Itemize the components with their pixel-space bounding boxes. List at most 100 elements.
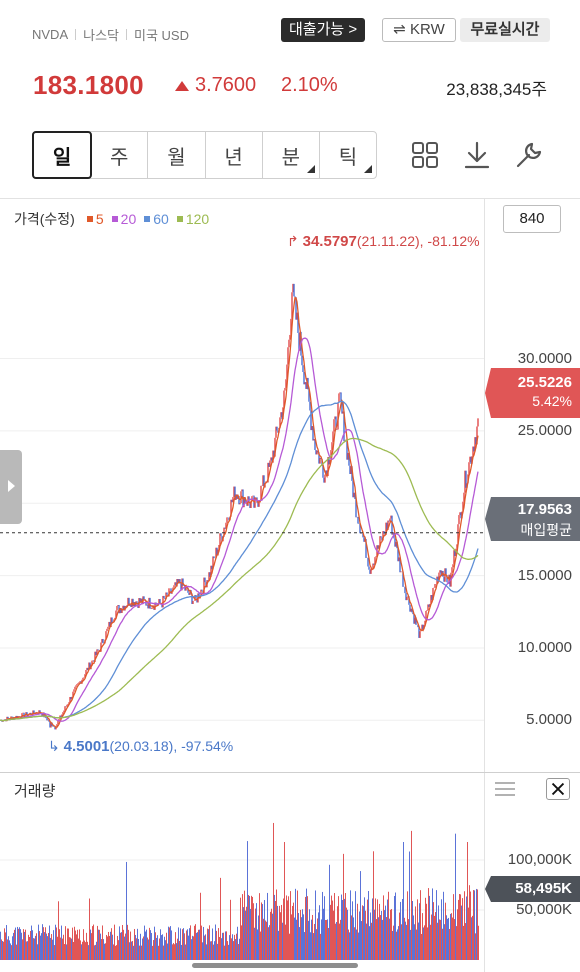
volume-bar [157, 935, 158, 960]
volume-bar [344, 898, 345, 960]
krw-toggle-button[interactable]: ⇌ KRW [382, 18, 456, 42]
volume-bar [150, 930, 151, 960]
volume-bar [143, 936, 144, 960]
grid-icon[interactable] [410, 140, 440, 170]
volume-bar [234, 934, 235, 960]
loan-available-button[interactable]: 대출가능 > [281, 18, 366, 42]
volume-bar [213, 944, 214, 960]
volume-bar [323, 908, 324, 960]
period-tab-2[interactable]: 월 [148, 132, 206, 178]
volume-bar [451, 913, 452, 960]
volume-bar [458, 899, 459, 960]
volume-bar [247, 841, 248, 960]
volume-bar [407, 891, 408, 960]
volume-bar [316, 929, 317, 960]
volume-bar [84, 940, 85, 960]
period-tab-label: 틱 [338, 146, 358, 169]
volume-bar [268, 927, 269, 960]
period-tab-4[interactable]: 분 [263, 132, 320, 178]
legend-swatch [176, 216, 183, 222]
volume-bar [201, 925, 202, 960]
up-arrow-icon [175, 80, 189, 91]
volume-bar [360, 871, 361, 960]
volume-bar [209, 925, 210, 960]
volume-bar [88, 945, 89, 960]
volume-bar [317, 918, 318, 960]
volume-bar [312, 914, 313, 960]
volume-bar [165, 940, 166, 960]
volume-bar [330, 904, 331, 960]
volume-bar [460, 894, 461, 960]
volume-bar [298, 913, 299, 960]
menu-icon[interactable] [494, 781, 516, 797]
volume-bar [50, 937, 51, 960]
period-tab-5[interactable]: 틱 [320, 132, 376, 178]
volume-bar [54, 945, 55, 960]
volume-bar [118, 940, 119, 960]
volume-bar [398, 926, 399, 960]
period-tab-1[interactable]: 주 [91, 132, 149, 178]
volume-bar [372, 898, 373, 960]
volume-bar [37, 944, 38, 960]
volume-bar [243, 907, 244, 960]
volume-bar [177, 938, 178, 960]
volume-bar [202, 942, 203, 960]
volume-bar [462, 898, 463, 960]
volume-title: 거래량 [14, 783, 56, 800]
volume-bar [111, 928, 112, 960]
volume-bar [444, 924, 445, 960]
volume-bar [176, 943, 177, 960]
volume-bar [359, 911, 360, 960]
volume-bar [390, 909, 391, 960]
volume-bar [242, 894, 243, 960]
volume-bar [154, 926, 155, 960]
volume-bar [105, 943, 106, 960]
volume-bar [423, 927, 424, 960]
wrench-icon[interactable] [514, 140, 544, 170]
volume-bar [357, 903, 358, 960]
volume-bar [228, 944, 229, 960]
period-tab-0[interactable]: 일 [32, 131, 93, 179]
volume-bar [151, 932, 152, 960]
volume-bar [253, 903, 254, 960]
volume-bar [29, 936, 30, 960]
volume-bar [107, 936, 108, 960]
volume-bar [426, 903, 427, 960]
period-tab-3[interactable]: 년 [206, 132, 263, 178]
volume-bar [278, 930, 279, 960]
volume-bar [424, 925, 425, 960]
volume-bar [128, 929, 129, 960]
volume-bar [442, 928, 443, 960]
legend-item: 5 [86, 211, 104, 227]
scrollbar[interactable] [192, 963, 358, 968]
volume-bar [342, 900, 343, 960]
volume-bar [381, 910, 382, 960]
volume-bar [97, 925, 98, 960]
volume-bar [22, 939, 23, 960]
volume-bar [287, 900, 288, 960]
volume-bar [306, 888, 307, 960]
volume-bar [167, 943, 168, 960]
exchange-name: 나스닥 [83, 28, 120, 43]
volume-bar [478, 925, 479, 960]
volume-bar [170, 926, 171, 960]
volume-bar [396, 931, 397, 960]
volume-bar [320, 933, 321, 960]
volume-bar [20, 929, 21, 960]
legend-item: 60 [144, 211, 169, 227]
volume-bar [335, 923, 336, 960]
download-icon[interactable] [462, 140, 492, 170]
close-icon[interactable] [546, 778, 570, 800]
free-realtime-button[interactable]: 무료실시간 [460, 18, 550, 42]
volume-bar [9, 940, 10, 960]
volume-bar [7, 939, 8, 960]
volume-bar [328, 927, 329, 960]
legend-swatch [111, 216, 118, 222]
candle-count-button[interactable]: 840 [503, 205, 561, 233]
side-panel-handle[interactable] [0, 450, 22, 524]
volume-bar [8, 936, 9, 960]
volume-bar [399, 912, 400, 960]
volume-bar [346, 907, 347, 960]
volume-bar [236, 933, 237, 960]
